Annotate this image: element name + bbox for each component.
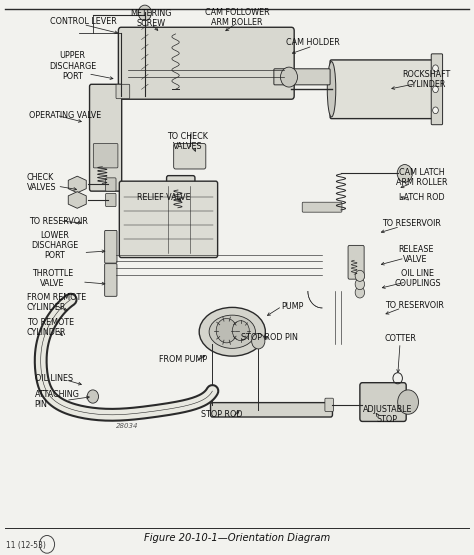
Text: ROCKSHAFT
CYLINDER: ROCKSHAFT CYLINDER xyxy=(402,70,450,89)
Text: Figure 20-10-1—Orientation Diagram: Figure 20-10-1—Orientation Diagram xyxy=(144,533,330,543)
Circle shape xyxy=(281,67,298,87)
Circle shape xyxy=(355,279,365,290)
Text: OPERATING VALVE: OPERATING VALVE xyxy=(29,111,101,120)
Text: CHECK
VALVES: CHECK VALVES xyxy=(27,173,56,192)
FancyBboxPatch shape xyxy=(119,181,218,258)
Circle shape xyxy=(87,390,99,403)
Circle shape xyxy=(355,287,365,298)
FancyBboxPatch shape xyxy=(118,27,294,99)
FancyBboxPatch shape xyxy=(166,175,195,213)
Text: TO RESERVOIR: TO RESERVOIR xyxy=(29,216,88,225)
Ellipse shape xyxy=(327,62,336,117)
Text: LATCH ROD: LATCH ROD xyxy=(399,193,444,201)
FancyBboxPatch shape xyxy=(348,245,364,279)
FancyBboxPatch shape xyxy=(302,202,342,212)
Polygon shape xyxy=(68,191,86,208)
FancyBboxPatch shape xyxy=(90,84,122,191)
Text: TO CHECK
VALVES: TO CHECK VALVES xyxy=(167,132,208,152)
Text: ATTACHING
PIN: ATTACHING PIN xyxy=(35,390,80,409)
Circle shape xyxy=(252,334,265,349)
FancyBboxPatch shape xyxy=(431,54,443,125)
Ellipse shape xyxy=(209,315,255,349)
Circle shape xyxy=(433,65,438,72)
Circle shape xyxy=(355,270,365,281)
Text: FROM REMOTE
CYLINDER: FROM REMOTE CYLINDER xyxy=(27,293,86,312)
Text: THROTTLE
VALVE: THROTTLE VALVE xyxy=(32,269,73,288)
Circle shape xyxy=(216,319,237,343)
Text: UPPER
DISCHARGE
PORT: UPPER DISCHARGE PORT xyxy=(49,52,96,80)
FancyBboxPatch shape xyxy=(93,144,118,168)
FancyBboxPatch shape xyxy=(274,69,330,85)
Text: PUMP: PUMP xyxy=(282,302,304,311)
Text: CAM HOLDER: CAM HOLDER xyxy=(286,38,339,47)
Text: TO RESERVOIR: TO RESERVOIR xyxy=(385,301,444,310)
Circle shape xyxy=(433,86,438,93)
Text: FROM PUMP: FROM PUMP xyxy=(159,355,207,364)
FancyBboxPatch shape xyxy=(106,193,116,206)
Text: RELEASE
VALVE: RELEASE VALVE xyxy=(398,245,433,264)
FancyBboxPatch shape xyxy=(330,60,439,119)
Circle shape xyxy=(398,390,419,414)
Circle shape xyxy=(433,107,438,114)
FancyBboxPatch shape xyxy=(360,383,406,421)
Text: CAM FOLLOWER
ARM ROLLER: CAM FOLLOWER ARM ROLLER xyxy=(205,8,269,27)
FancyBboxPatch shape xyxy=(281,80,293,98)
Text: STOP ROD: STOP ROD xyxy=(201,410,243,419)
Text: LOWER
DISCHARGE
PORT: LOWER DISCHARGE PORT xyxy=(31,231,79,260)
FancyBboxPatch shape xyxy=(173,144,206,169)
Text: OIL LINES: OIL LINES xyxy=(35,374,73,383)
Circle shape xyxy=(397,165,412,182)
Text: STOP ROD PIN: STOP ROD PIN xyxy=(241,333,298,342)
Text: 11 (12-53): 11 (12-53) xyxy=(6,541,46,550)
FancyBboxPatch shape xyxy=(116,84,130,99)
Text: CAM LATCH
ARM ROLLER: CAM LATCH ARM ROLLER xyxy=(396,168,447,188)
FancyBboxPatch shape xyxy=(106,178,116,191)
Text: METERING
SCREW: METERING SCREW xyxy=(130,9,172,28)
Text: COTTER: COTTER xyxy=(384,334,416,343)
Text: CONTROL LEVER: CONTROL LEVER xyxy=(50,17,117,26)
Ellipse shape xyxy=(199,307,265,356)
Text: 28034: 28034 xyxy=(116,423,138,429)
Text: OIL LINE
COUPLINGS: OIL LINE COUPLINGS xyxy=(394,269,441,288)
Text: TO REMOTE
CYLINDER: TO REMOTE CYLINDER xyxy=(27,318,74,337)
Text: ADJUSTABLE
STOP: ADJUSTABLE STOP xyxy=(363,405,412,425)
FancyBboxPatch shape xyxy=(325,398,333,411)
Text: RELIEF VALVE: RELIEF VALVE xyxy=(137,193,191,201)
Text: TO RESERVOIR: TO RESERVOIR xyxy=(383,219,441,228)
FancyBboxPatch shape xyxy=(210,402,332,417)
Polygon shape xyxy=(68,176,86,193)
FancyBboxPatch shape xyxy=(105,230,117,263)
Circle shape xyxy=(232,321,249,341)
FancyBboxPatch shape xyxy=(105,264,117,296)
Circle shape xyxy=(138,5,152,21)
